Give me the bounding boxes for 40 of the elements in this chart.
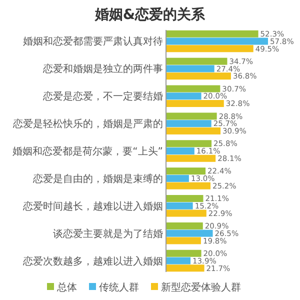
y-tick-label: 谈恋爱主要就是为了结婚 — [53, 228, 163, 240]
y-tick-label: 恋爱时间越长，越难以进入婚姻 — [22, 200, 163, 212]
bar — [166, 140, 212, 148]
bar — [166, 237, 201, 244]
bar — [166, 202, 193, 210]
bar — [166, 58, 228, 65]
y-tick-label: 恋爱次数越多，越难以进入婚姻 — [22, 255, 163, 268]
bar — [166, 120, 212, 128]
legend-label: 新型恋爱体验人群 — [161, 282, 241, 294]
bar — [166, 147, 194, 155]
bar — [166, 210, 206, 217]
bar — [166, 38, 268, 45]
bar — [166, 182, 210, 190]
y-tick-label: 恋爱和婚姻是独立的两件事 — [42, 63, 163, 76]
bar — [166, 85, 220, 92]
y-tick-label: 婚姻和恋爱都是荷尔蒙，要“上头” — [12, 146, 163, 158]
bar — [166, 45, 254, 52]
bar — [166, 168, 206, 175]
bar — [166, 174, 189, 182]
bar — [166, 154, 216, 162]
bar — [166, 65, 214, 72]
y-tick-label: 恋爱是恋爱，不一定要结婚 — [42, 90, 163, 103]
y-tick-label: 恋爱是轻松快乐的，婚姻是严肃的 — [12, 118, 163, 130]
bar — [166, 250, 202, 257]
bar — [166, 127, 221, 134]
bar — [166, 92, 202, 100]
bar — [166, 30, 258, 38]
legend-label: 传统人群 — [99, 282, 139, 294]
bar — [166, 264, 204, 272]
bar — [166, 222, 203, 230]
bar — [166, 257, 191, 264]
y-tick-label: 恋爱是自由的，婚姻是束缚的 — [32, 172, 163, 185]
legend-label: 总体 — [56, 282, 77, 294]
chart-title: 婚姻&恋爱的关系 — [94, 6, 206, 23]
bar — [166, 230, 213, 237]
bar — [166, 100, 224, 108]
bar — [166, 72, 231, 80]
y-tick-label: 婚姻和恋爱都需要严肃认真对待 — [23, 36, 163, 48]
bar — [166, 112, 217, 120]
bar — [166, 194, 204, 202]
